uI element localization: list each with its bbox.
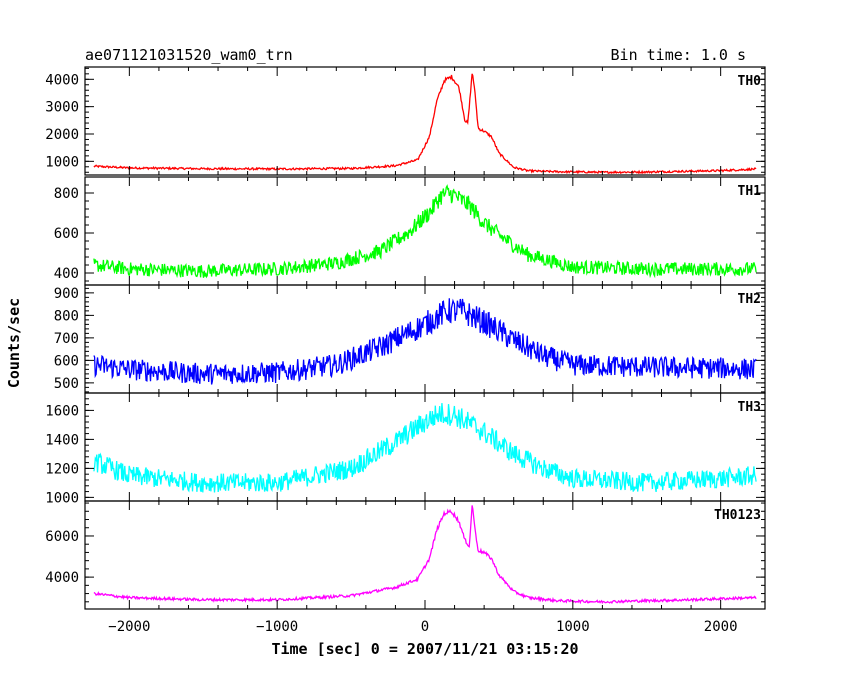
chart-title: ae071121031520_wam0_trn [85,46,293,64]
panel-frame [84,500,766,610]
panel-th0123: TH0123 4000 6000 [45,500,766,610]
panel-th1: TH1 400 600 800 [54,176,766,286]
x-tick-label: 1000 [556,619,590,635]
bin-time-label: Bin time: 1.0 s [611,46,746,64]
y-tick-label: 2000 [45,127,79,143]
y-tick-label: 600 [54,353,79,369]
panel-th3: TH3 1000 1200 1400 1600 [45,392,766,506]
y-tick-label: 1200 [45,461,79,477]
panel-th2: TH2 500 600 700 800 900 [54,284,766,394]
series-line-th1 [93,184,757,279]
panel-frame [84,176,766,286]
series-line-th3 [93,403,757,493]
series-line-th0123 [93,505,757,605]
panel-th0: TH0 1000 2000 3000 4000 [45,66,766,176]
y-tick-label: 1600 [45,403,79,419]
panel-frame [84,66,766,176]
panel-label-th1: TH1 [738,184,762,199]
x-tick-label: 0 [421,619,429,635]
y-tick-label: 3000 [45,100,79,116]
y-tick-label: 800 [54,308,79,324]
panel-label-th0123: TH0123 [714,508,761,523]
y-tick-label: 4000 [45,570,79,586]
y-tick-label: 900 [54,286,79,302]
y-tick-label: 1000 [45,154,79,170]
y-tick-label: 6000 [45,529,79,545]
y-tick-label: 800 [54,186,79,202]
panel-label-th2: TH2 [738,292,761,307]
panel-label-th3: TH3 [738,400,761,415]
y-tick-label: 700 [54,331,79,347]
y-tick-label: 4000 [45,72,79,88]
x-tick-label: −2000 [108,619,150,635]
series-line-th2 [93,298,757,385]
x-axis-label: Time [sec] 0 = 2007/11/21 03:15:20 [271,640,578,658]
y-axis-label: Counts/sec [5,298,23,388]
x-tick-label: 2000 [704,619,738,635]
panel-label-th0: TH0 [738,74,762,89]
y-tick-label: 1000 [45,490,79,506]
panels-layer: TH0 1000 2000 3000 4000 TH1 400 600 800 TH2 500 600… [45,66,766,635]
series-line-th0 [93,73,757,175]
y-tick-label: 500 [54,376,79,392]
y-tick-label: 400 [54,266,79,282]
x-tick-label: −1000 [256,619,298,635]
y-tick-label: 600 [54,226,79,242]
y-tick-label: 1400 [45,432,79,448]
